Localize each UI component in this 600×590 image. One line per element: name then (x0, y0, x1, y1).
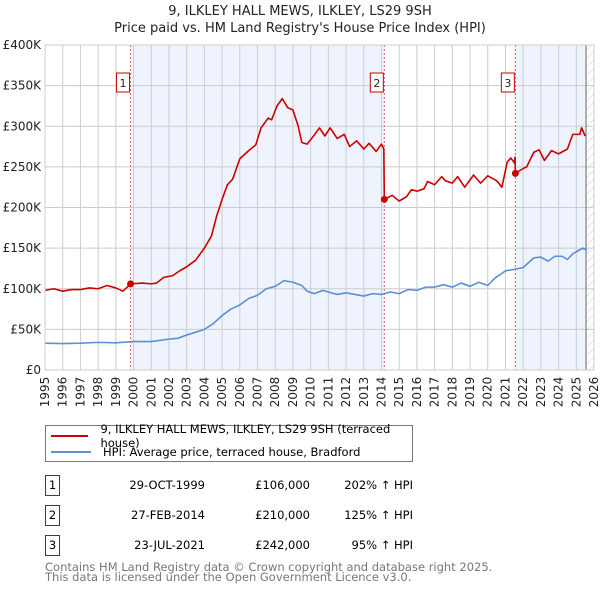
x-tick-label: 2011 (321, 377, 335, 408)
sale-marker-box: 3 (45, 535, 60, 556)
x-tick-label: 1996 (56, 377, 70, 408)
sale-point (380, 195, 388, 203)
sale-date: 23-JUL-2021 (134, 538, 205, 552)
price-paid-line (44, 97, 586, 292)
x-tick-label: 2009 (286, 377, 300, 408)
x-tick-label: 2019 (463, 377, 477, 408)
sale-label: 2 (373, 77, 380, 90)
sale-label-box (369, 72, 384, 93)
legend-item-property: 9, ILKLEY HALL MEWS, ILKLEY, LS29 9SH (t… (46, 422, 412, 450)
y-tick-label: £350K (3, 79, 43, 93)
x-tick-label: 2020 (481, 377, 495, 408)
x-tick-label: 2013 (357, 377, 371, 408)
legend: 9, ILKLEY HALL MEWS, ILKLEY, LS29 9SH (t… (45, 422, 413, 462)
x-tick-label: 2000 (127, 377, 141, 408)
sale-price: £242,000 (255, 538, 310, 552)
sale-point (127, 280, 135, 288)
footer-licence: This data is licensed under the Open Gov… (45, 570, 412, 584)
sale-marker-box: 2 (45, 505, 60, 526)
sale-hpi: 202% ↑ HPI (344, 478, 413, 492)
x-tick-label: 2003 (180, 377, 194, 408)
sale-label: 1 (120, 77, 127, 90)
x-tick-label: 2021 (498, 377, 512, 408)
x-tick-label: 2007 (251, 377, 265, 408)
table-row: 2 27-FEB-2014 £210,000 125% ↑ HPI (45, 505, 445, 526)
x-tick-label: 1999 (109, 377, 123, 408)
sale-price: £210,000 (255, 508, 310, 522)
y-tick-label: £50K (10, 322, 42, 336)
legend-label: HPI: Average price, terraced house, Brad… (103, 445, 361, 459)
x-tick-label: 1997 (73, 377, 87, 408)
sale-date: 29-OCT-1999 (129, 478, 205, 492)
plot-border (44, 44, 595, 371)
x-tick-label: 2006 (233, 377, 247, 408)
x-tick-label: 2014 (374, 377, 388, 408)
chart-subtitle: Price paid vs. HM Land Registry's House … (114, 21, 486, 36)
x-tick-label: 2022 (516, 377, 530, 408)
sale-label-box (116, 72, 131, 93)
x-tick-label: 2017 (428, 377, 442, 408)
x-tick-label: 2001 (144, 377, 158, 408)
sale-point (511, 169, 519, 177)
legend-swatch-blue (51, 451, 91, 453)
x-tick-label: 1998 (91, 377, 105, 408)
x-tick-label: 2025 (569, 377, 583, 408)
sale-hpi: 125% ↑ HPI (344, 508, 413, 522)
sale-price: £106,000 (255, 478, 310, 492)
x-tick-label: 2018 (445, 377, 459, 408)
footer-copyright: Contains HM Land Registry data © Crown c… (45, 560, 493, 574)
x-tick-label: 2010 (304, 377, 318, 408)
x-tick-label: 2002 (162, 377, 176, 408)
chart-title: 9, ILKLEY HALL MEWS, ILKLEY, LS29 9SH (168, 4, 432, 19)
sale-label-box (500, 72, 515, 93)
sale-date: 27-FEB-2014 (131, 508, 205, 522)
x-tick-label: 2023 (534, 377, 548, 408)
y-tick-label: £200K (3, 201, 43, 215)
sale-hpi: 95% ↑ HPI (351, 538, 413, 552)
sale-marker-box: 1 (45, 475, 60, 496)
hpi-line (44, 247, 588, 345)
legend-swatch-red (51, 435, 89, 437)
y-tick-label: £0 (26, 363, 41, 377)
y-tick-label: £250K (3, 160, 43, 174)
table-row: 1 29-OCT-1999 £106,000 202% ↑ HPI (45, 475, 445, 496)
y-tick-label: £100K (3, 282, 43, 296)
legend-item-hpi: HPI: Average price, terraced house, Brad… (46, 444, 360, 460)
y-tick-label: £150K (3, 241, 43, 255)
x-tick-label: 2004 (197, 377, 211, 408)
x-tick-label: 2024 (552, 377, 566, 408)
x-tick-label: 2008 (268, 377, 282, 408)
x-tick-label: 2015 (392, 377, 406, 408)
x-tick-label: 2016 (410, 377, 424, 408)
y-tick-label: £400K (3, 38, 43, 52)
x-tick-label: 2026 (587, 377, 600, 408)
x-tick-label: 2005 (215, 377, 229, 408)
x-tick-label: 1995 (38, 377, 52, 408)
legend-label: 9, ILKLEY HALL MEWS, ILKLEY, LS29 9SH (t… (100, 422, 391, 450)
chart-plot: 1995 1996 1997 1998 1999 2000 2001 2002 2003 2004… (3, 38, 600, 408)
x-tick-label: 2012 (339, 377, 353, 408)
table-row: 3 23-JUL-2021 £242,000 95% ↑ HPI (45, 535, 445, 556)
y-tick-label: £300K (3, 119, 43, 133)
sale-label: 3 (504, 77, 511, 90)
